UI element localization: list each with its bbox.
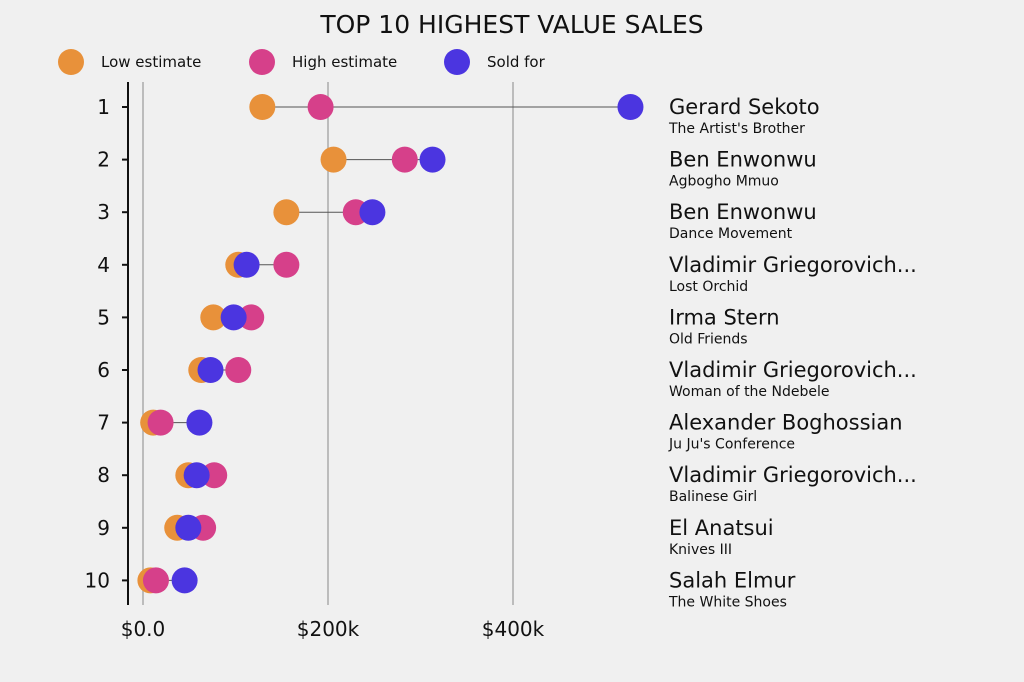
artist-name: Vladimir Griegorovich... — [669, 253, 917, 277]
dot-high — [391, 146, 418, 173]
legend-marker-low — [58, 49, 84, 75]
artwork-title: Ju Ju's Conference — [668, 437, 795, 453]
dot-sold — [175, 514, 202, 541]
artist-name: El Anatsui — [669, 516, 774, 540]
dot-high — [225, 357, 252, 383]
artwork-title: Old Friends — [669, 331, 748, 347]
dot-low — [320, 146, 347, 173]
rank-label: 4 — [97, 253, 110, 277]
x-tick-label: $400k — [482, 617, 545, 641]
dot-sold — [171, 567, 198, 594]
data-marks — [137, 94, 644, 594]
legend-label-low: Low estimate — [101, 53, 201, 71]
rank-label: 3 — [97, 200, 110, 224]
artwork-title: The White Shoes — [668, 594, 787, 610]
dot-sold — [186, 409, 213, 436]
row-labels: 1 Gerard Sekoto The Artist's Brother 2 Ben E… — [85, 95, 917, 610]
legend-label-high: High estimate — [292, 53, 397, 71]
chart-title: TOP 10 HIGHEST VALUE SALES — [319, 10, 703, 39]
dot-sold — [233, 251, 260, 278]
x-tick-label: $200k — [297, 617, 360, 641]
artwork-title: Dance Movement — [669, 226, 793, 242]
dot-low — [200, 304, 227, 331]
artwork-title: Woman of the Ndebele — [669, 384, 829, 400]
dot-sold — [359, 199, 386, 226]
legend-marker-high — [249, 49, 275, 75]
dot-high — [142, 567, 169, 594]
dot-high — [273, 251, 300, 278]
dot-sold — [419, 146, 446, 173]
artist-name: Alexander Boghossian — [669, 411, 903, 435]
artist-name: Irma Stern — [669, 305, 780, 329]
dot-sold — [183, 462, 210, 489]
artwork-title: Balinese Girl — [669, 489, 757, 505]
dot-high — [147, 409, 174, 436]
artwork-title: Lost Orchid — [669, 279, 748, 295]
dot-sold — [220, 304, 247, 331]
dot-low — [273, 199, 300, 226]
legend-label-sold: Sold for — [487, 53, 546, 71]
rank-label: 7 — [97, 411, 110, 435]
artist-name: Gerard Sekoto — [669, 95, 820, 119]
artist-name: Ben Enwonwu — [669, 200, 817, 224]
artist-name: Ben Enwonwu — [669, 148, 817, 172]
artist-name: Salah Elmur — [669, 568, 796, 592]
rank-label: 8 — [97, 463, 110, 487]
artwork-title: The Artist's Brother — [668, 121, 805, 137]
rank-label: 9 — [97, 516, 110, 540]
rank-label: 10 — [85, 568, 110, 592]
dot-sold — [197, 357, 224, 383]
legend-marker-sold — [444, 49, 470, 75]
dot-sold — [617, 94, 644, 120]
artist-name: Vladimir Griegorovich... — [669, 358, 917, 382]
rank-label: 5 — [97, 305, 110, 329]
x-tick-label: $0.0 — [121, 617, 166, 641]
rank-label: 2 — [97, 148, 110, 172]
artist-name: Vladimir Griegorovich... — [669, 463, 917, 487]
rank-label: 1 — [97, 95, 110, 119]
legend: Low estimate High estimate Sold for — [58, 49, 546, 75]
dot-high — [307, 94, 334, 120]
artwork-title: Knives III — [669, 542, 732, 558]
rank-label: 6 — [97, 358, 110, 382]
gridlines: $0.0 $200k $400k — [121, 82, 545, 641]
artwork-title: Agbogho Mmuo — [669, 174, 779, 190]
dot-low — [249, 94, 276, 120]
